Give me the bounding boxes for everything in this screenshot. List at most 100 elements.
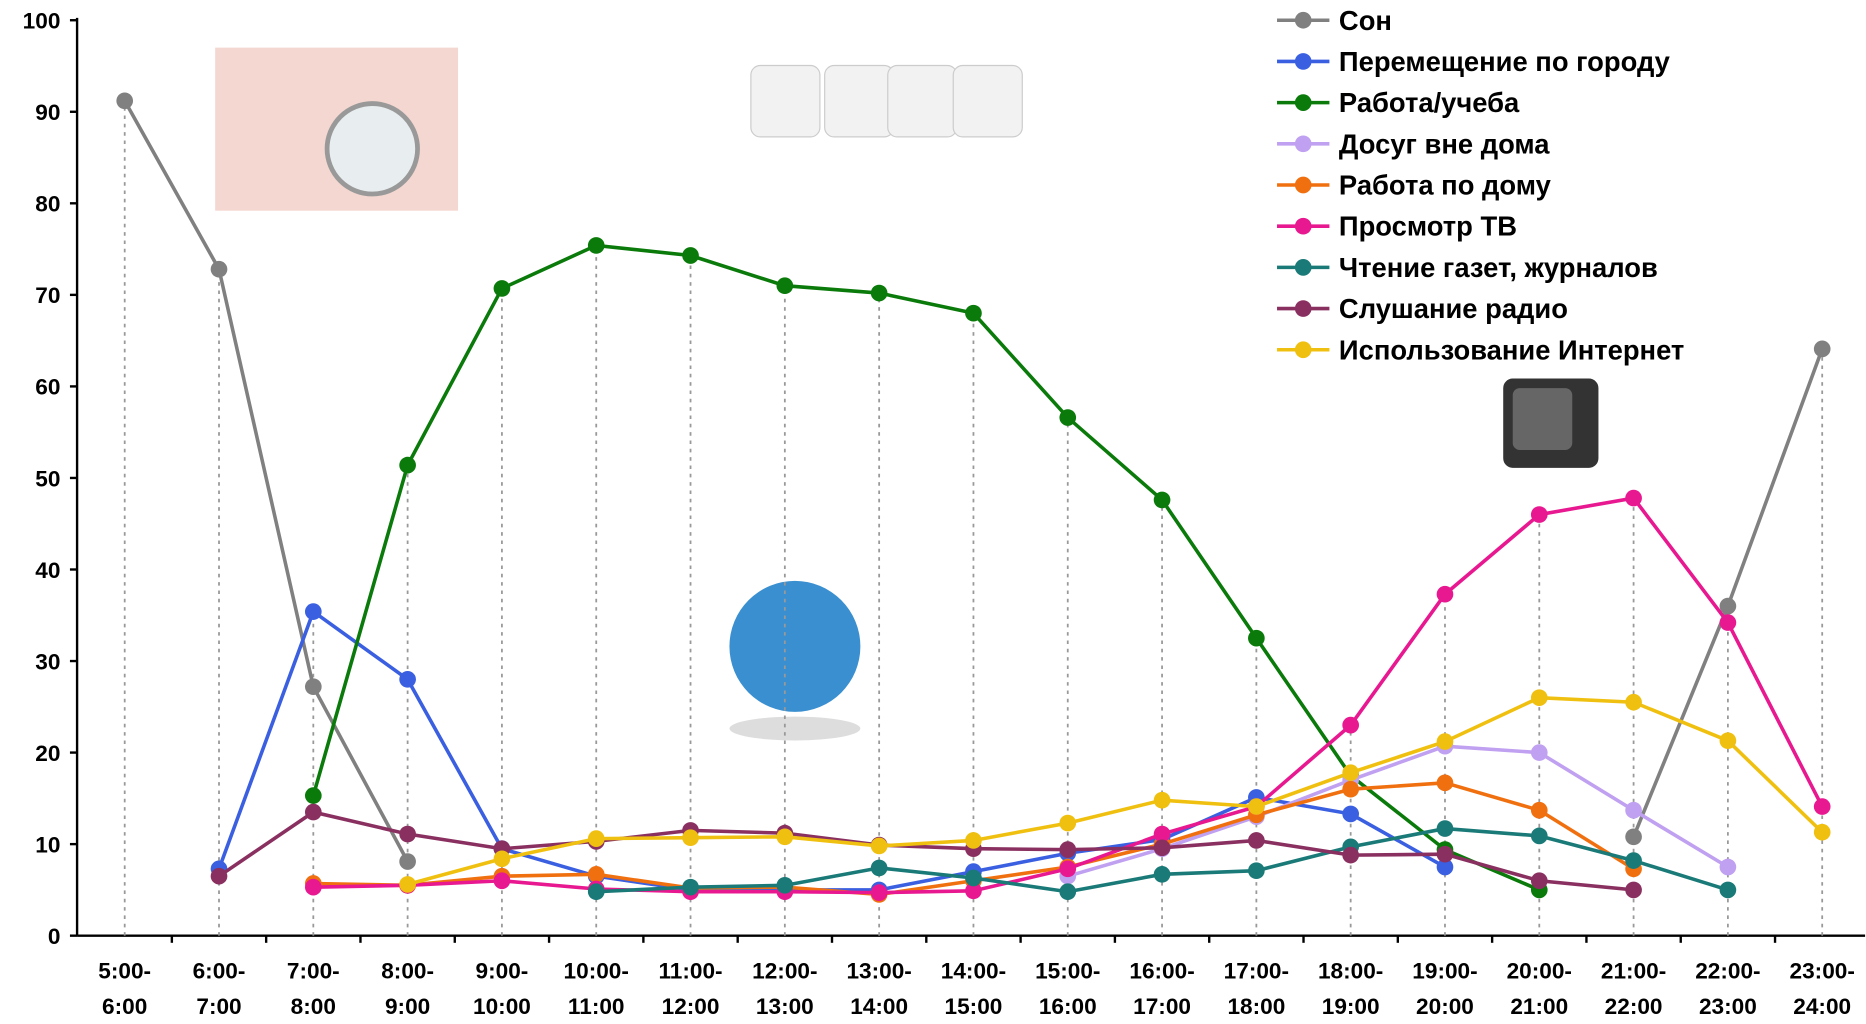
data-point [587, 866, 605, 883]
x-tick-label: 8:00-9:00 [381, 959, 434, 1019]
data-point [1530, 689, 1548, 706]
data-point [870, 884, 888, 901]
data-point [399, 456, 416, 474]
legend-label: Перемещение по городу [1339, 46, 1671, 77]
data-point [1719, 732, 1737, 750]
data-point [1342, 716, 1360, 734]
data-point [493, 850, 511, 868]
work-cube [952, 64, 1023, 138]
data-point [1248, 832, 1265, 849]
work-cube [750, 64, 821, 138]
data-point [1436, 845, 1454, 863]
y-tick-label: 80 [35, 192, 60, 217]
data-point [587, 237, 605, 254]
data-point [1436, 820, 1454, 837]
globe-shadow [729, 716, 861, 741]
data-point [1813, 823, 1831, 841]
x-tick-label: 6:00-7:00 [193, 959, 246, 1019]
x-tick-label: 15:00-16:00 [1035, 959, 1100, 1019]
y-tick-label: 0 [48, 924, 61, 949]
data-point [1719, 614, 1737, 631]
x-tick-label: 9:00-10:00 [473, 959, 531, 1019]
data-point [776, 277, 794, 295]
data-point [965, 832, 982, 849]
data-point [399, 876, 416, 893]
data-point [304, 803, 322, 821]
legend-marker [1294, 300, 1312, 317]
data-point [1436, 585, 1454, 603]
series-line [407, 695, 1824, 887]
data-point [1342, 805, 1360, 823]
x-tick-label: 7:00-8:00 [287, 959, 340, 1019]
data-point [1153, 866, 1171, 883]
data-point [1248, 862, 1265, 880]
x-tick-label: 18:00-19:00 [1318, 959, 1383, 1019]
data-point [1059, 883, 1077, 901]
data-point [210, 867, 228, 885]
x-tick-label: 21:00-22:00 [1601, 959, 1666, 1019]
data-point [1059, 409, 1077, 426]
data-point [116, 92, 134, 110]
x-tick-label: 20:00-21:00 [1507, 959, 1572, 1019]
data-point [1625, 828, 1642, 846]
x-tick-label: 22:00-23:00 [1695, 959, 1760, 1019]
x-tick-label: 12:00-13:00 [752, 959, 817, 1019]
legend-label: Чтение газет, журналов [1339, 252, 1658, 283]
alarm-clock [324, 101, 420, 197]
y-tick-label: 10 [35, 832, 60, 857]
series-line [1067, 744, 1729, 878]
series-line [1631, 348, 1824, 838]
legend-label: Использование Интернет [1339, 334, 1684, 365]
decor-images [215, 47, 1599, 741]
legend-label: Работа/учеба [1339, 87, 1520, 118]
data-point [1530, 506, 1548, 523]
data-point [682, 247, 699, 264]
data-point [1719, 597, 1737, 615]
data-point [1059, 814, 1077, 832]
data-point [870, 837, 888, 855]
y-tick-label: 30 [35, 649, 60, 674]
data-point [1153, 839, 1171, 857]
data-point [870, 284, 888, 302]
x-tick-label: 17:00-18:00 [1224, 959, 1289, 1019]
y-tick-label: 90 [35, 100, 60, 125]
x-tick-label: 11:00-12:00 [658, 959, 722, 1019]
data-point [1436, 774, 1454, 792]
data-point [1813, 340, 1831, 358]
legend-marker [1294, 217, 1312, 235]
data-point [304, 678, 322, 696]
legend-label: Работа по дому [1339, 170, 1552, 201]
series-line [311, 243, 1540, 892]
series-line [123, 99, 410, 863]
y-tick-label: 60 [35, 375, 60, 400]
data-point [1530, 801, 1548, 819]
data-point [1436, 733, 1454, 750]
data-point [1625, 693, 1642, 711]
legend-marker [1294, 11, 1312, 29]
data-point [399, 671, 416, 688]
data-point [776, 828, 794, 846]
legend-marker [1294, 53, 1312, 70]
legend-marker [1294, 341, 1312, 359]
x-tick-label: 14:00-15:00 [941, 959, 1006, 1019]
data-point [1153, 825, 1171, 843]
x-tick-label: 23:00-24:00 [1790, 959, 1855, 1019]
data-point [1153, 791, 1171, 809]
data-point [965, 869, 982, 887]
data-point [870, 859, 888, 877]
data-point [1059, 860, 1077, 878]
tv-screen [1512, 388, 1573, 450]
data-point [1248, 798, 1265, 815]
data-point [1530, 872, 1548, 890]
data-point [493, 872, 511, 890]
data-point [682, 878, 699, 896]
data-point [965, 304, 982, 322]
data-point [587, 883, 605, 901]
data-point [1436, 858, 1454, 876]
data-point [493, 280, 511, 297]
data-point [304, 878, 322, 896]
y-tick-label: 70 [35, 283, 60, 308]
legend-marker [1294, 176, 1312, 194]
